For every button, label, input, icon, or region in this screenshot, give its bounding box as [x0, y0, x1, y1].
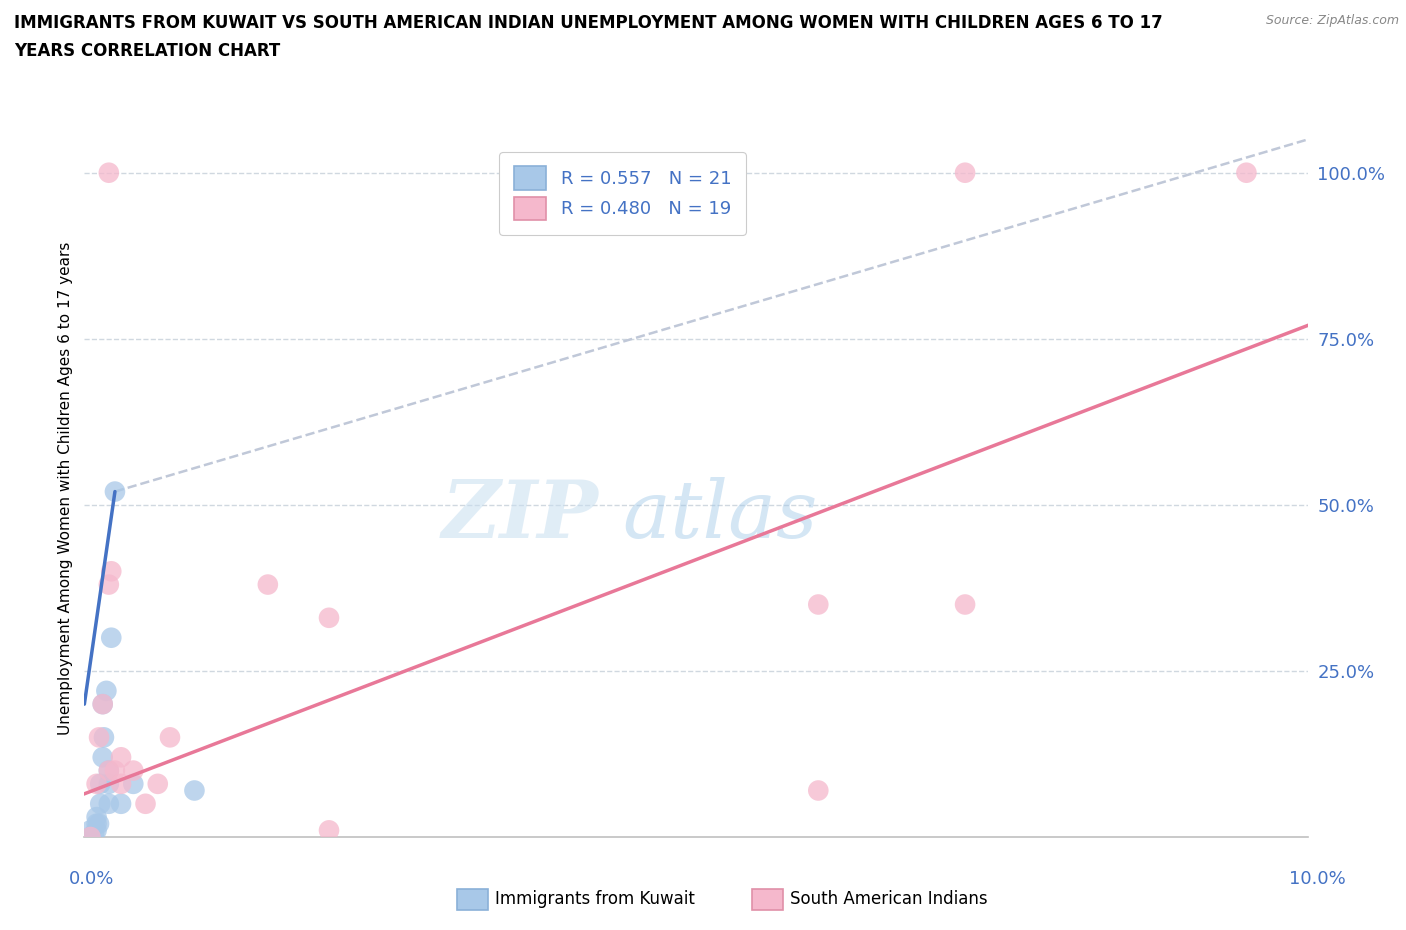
- Point: [89, 777, 111, 791]
- Point: [159, 730, 181, 745]
- Point: [93, 730, 115, 745]
- Point: [97, 578, 120, 592]
- Point: [807, 597, 830, 612]
- Point: [953, 166, 976, 180]
- Point: [79, 830, 101, 844]
- Point: [104, 764, 127, 778]
- Text: IMMIGRANTS FROM KUWAIT VS SOUTH AMERICAN INDIAN UNEMPLOYMENT AMONG WOMEN WITH CH: IMMIGRANTS FROM KUWAIT VS SOUTH AMERICAN…: [14, 14, 1163, 32]
- Point: [87, 817, 110, 831]
- Point: [318, 610, 340, 625]
- Text: Immigrants from Kuwait: Immigrants from Kuwait: [495, 890, 695, 909]
- Point: [146, 777, 169, 791]
- Point: [1234, 166, 1257, 180]
- Point: [97, 777, 120, 791]
- Point: [807, 783, 830, 798]
- Point: [97, 796, 120, 811]
- Point: [86, 810, 108, 825]
- Point: [79, 823, 101, 838]
- Point: [97, 764, 120, 778]
- Point: [110, 796, 132, 811]
- Point: [83, 826, 105, 841]
- Point: [86, 823, 108, 838]
- Legend: R = 0.557   N = 21, R = 0.480   N = 19: R = 0.557 N = 21, R = 0.480 N = 19: [499, 152, 745, 234]
- Point: [79, 830, 101, 844]
- Point: [86, 817, 108, 831]
- Text: South American Indians: South American Indians: [790, 890, 988, 909]
- Point: [104, 485, 127, 499]
- Point: [110, 777, 132, 791]
- Point: [122, 777, 145, 791]
- Point: [91, 750, 114, 764]
- Point: [91, 697, 114, 711]
- Text: Source: ZipAtlas.com: Source: ZipAtlas.com: [1265, 14, 1399, 27]
- Point: [257, 578, 280, 592]
- Text: 0.0%: 0.0%: [69, 870, 114, 888]
- Point: [110, 750, 132, 764]
- Point: [91, 697, 114, 711]
- Text: ZIP: ZIP: [441, 477, 598, 555]
- Point: [318, 823, 340, 838]
- Point: [100, 564, 122, 578]
- Point: [97, 764, 120, 778]
- Point: [122, 764, 145, 778]
- Point: [97, 166, 120, 180]
- Y-axis label: Unemployment Among Women with Children Ages 6 to 17 years: Unemployment Among Women with Children A…: [58, 242, 73, 735]
- Point: [183, 783, 205, 798]
- Point: [89, 796, 111, 811]
- Text: atlas: atlas: [623, 477, 818, 555]
- Point: [96, 684, 118, 698]
- Point: [86, 777, 108, 791]
- Point: [953, 597, 976, 612]
- Point: [100, 631, 122, 645]
- Text: 10.0%: 10.0%: [1289, 870, 1346, 888]
- Point: [135, 796, 157, 811]
- Text: YEARS CORRELATION CHART: YEARS CORRELATION CHART: [14, 42, 280, 60]
- Point: [87, 730, 110, 745]
